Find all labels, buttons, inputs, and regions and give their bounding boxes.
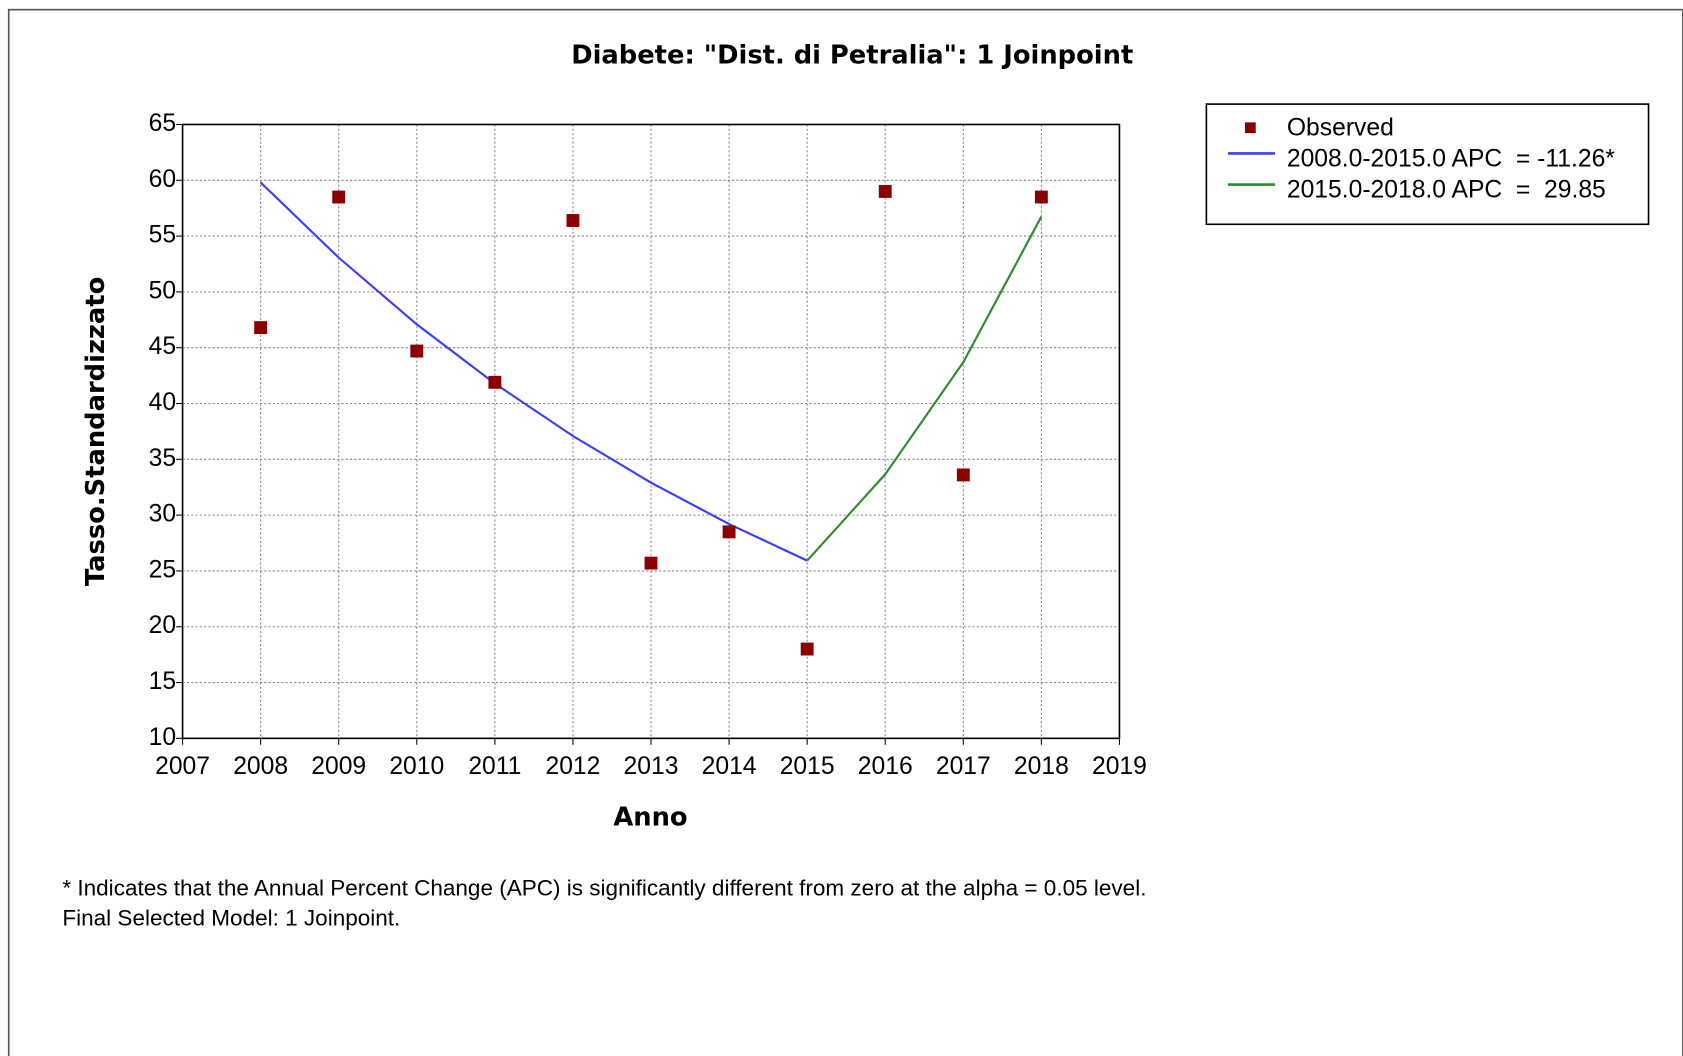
x-axis-label: Anno [613, 802, 687, 832]
x-tick-label: 2014 [702, 753, 757, 780]
x-tick-label: 2008 [233, 753, 288, 780]
y-tick-label: 20 [149, 612, 176, 639]
y-tick-label: 50 [149, 277, 176, 304]
observed-point [332, 190, 346, 204]
observed-point [800, 642, 814, 656]
y-tick-label: 15 [149, 668, 176, 695]
observed-point [722, 525, 736, 539]
chart-title: Diabete: "Dist. di Petralia": 1 Joinpoin… [571, 40, 1133, 70]
observed-point [1034, 190, 1048, 204]
fit-line [259, 181, 808, 562]
x-tick-label: 2013 [624, 753, 679, 780]
y-tick-label: 60 [149, 166, 176, 193]
legend-label: 2008.0-2015.0 APC = -11.26* [1287, 145, 1615, 172]
legend-box [1205, 103, 1650, 226]
observed-point [878, 185, 892, 198]
y-tick-label: 25 [149, 556, 176, 583]
y-tick-label: 30 [149, 501, 176, 528]
x-tick-label: 2009 [311, 753, 366, 780]
plot-border [181, 123, 1121, 740]
x-tick-label: 2019 [1092, 753, 1147, 780]
y-tick-label: 40 [149, 389, 176, 416]
observed-point [410, 344, 424, 358]
observed-point [254, 321, 268, 335]
y-tick-label: 10 [149, 724, 176, 751]
x-tick-label: 2007 [155, 753, 210, 780]
y-tick-label: 35 [149, 445, 176, 472]
observed-point [644, 556, 658, 570]
x-tick-label: 2017 [936, 753, 991, 780]
observed-point [488, 375, 502, 389]
y-tick-label: 55 [149, 222, 176, 249]
x-tick-label: 2018 [1014, 753, 1069, 780]
x-tick-label: 2011 [468, 753, 521, 780]
y-tick-label: 45 [149, 333, 176, 360]
y-axis-label: Tasso.Standardizzato [81, 277, 111, 586]
x-tick-label: 2012 [545, 753, 600, 780]
x-tick-label: 2010 [389, 753, 444, 780]
fit-line [806, 216, 1043, 562]
footnote: Final Selected Model: 1 Joinpoint. [62, 906, 400, 931]
legend-label: Observed [1287, 114, 1394, 141]
legend-label: 2015.0-2018.0 APC = 29.85 [1287, 177, 1606, 204]
x-tick-label: 2015 [780, 753, 835, 780]
observed-point [566, 214, 580, 227]
legend-marker [1245, 122, 1256, 134]
footnote: * Indicates that the Annual Percent Chan… [62, 876, 1146, 901]
observed-point [956, 468, 970, 482]
y-tick-label: 65 [149, 110, 176, 137]
x-tick-label: 2016 [858, 753, 913, 780]
